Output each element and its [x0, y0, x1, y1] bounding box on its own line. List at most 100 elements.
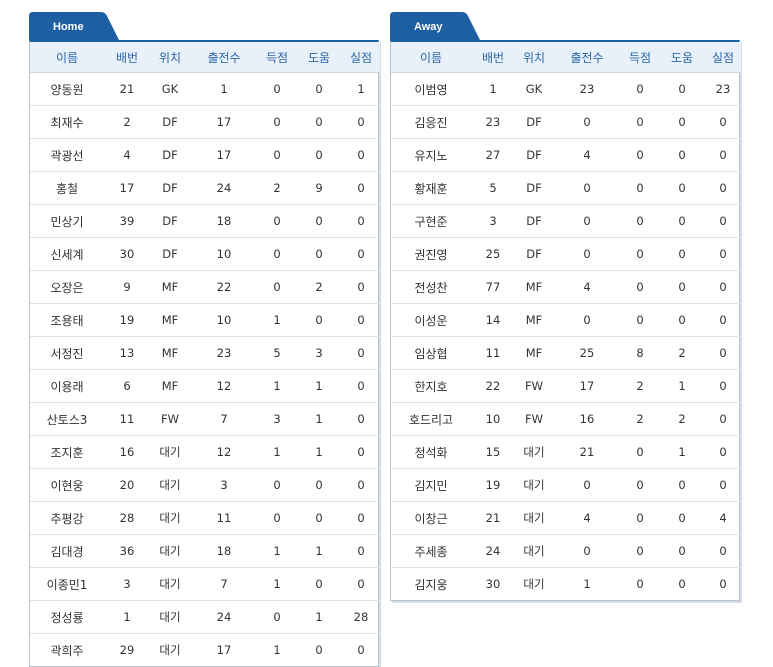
player-name-cell: 임상협 [391, 336, 471, 370]
player-appearances-cell: 16 [553, 402, 621, 436]
player-conceded-cell: 0 [342, 567, 380, 601]
player-conceded-cell: 0 [705, 567, 741, 600]
player-goals-cell: 0 [621, 435, 659, 469]
player-name-cell: 최재수 [30, 105, 104, 139]
table-row: 곽광선 4 DF 17 0 0 0 [30, 138, 380, 172]
player-name-cell: 홍철 [30, 171, 104, 205]
player-goals-cell: 0 [258, 270, 296, 304]
table-row: 이용래 6 MF 12 1 1 0 [30, 369, 380, 403]
column-header-appearances: 출전수 [553, 42, 621, 73]
player-conceded-cell: 0 [342, 270, 380, 304]
player-assists-cell: 0 [659, 501, 705, 535]
table-row: 이범영 1 GK 23 0 0 23 [391, 73, 741, 106]
player-appearances-cell: 24 [190, 600, 258, 634]
player-assists-cell: 0 [296, 237, 342, 271]
player-appearances-cell: 0 [553, 171, 621, 205]
player-position-cell: 대기 [150, 600, 190, 634]
player-position-cell: MF [150, 303, 190, 337]
player-name-cell: 김응진 [391, 105, 471, 139]
player-name-cell: 조용태 [30, 303, 104, 337]
player-assists-cell: 1 [659, 369, 705, 403]
player-number-cell: 25 [471, 237, 515, 271]
table-header-row: 이름 배번 위치 출전수 득점 도움 실점 [391, 42, 741, 73]
player-name-cell: 구현준 [391, 204, 471, 238]
player-conceded-cell: 0 [705, 534, 741, 568]
player-goals-cell: 1 [258, 534, 296, 568]
player-number-cell: 10 [471, 402, 515, 436]
column-header-conceded: 실점 [342, 42, 380, 73]
player-assists-cell: 0 [659, 534, 705, 568]
player-number-cell: 36 [104, 534, 150, 568]
column-header-position: 위치 [515, 42, 553, 73]
player-goals-cell: 0 [621, 105, 659, 139]
player-number-cell: 39 [104, 204, 150, 238]
player-appearances-cell: 4 [553, 138, 621, 172]
player-conceded-cell: 0 [342, 336, 380, 370]
player-position-cell: DF [515, 204, 553, 238]
player-assists-cell: 0 [659, 237, 705, 271]
player-appearances-cell: 0 [553, 105, 621, 139]
player-number-cell: 9 [104, 270, 150, 304]
player-position-cell: 대기 [515, 501, 553, 535]
player-number-cell: 19 [471, 468, 515, 502]
player-appearances-cell: 25 [553, 336, 621, 370]
player-number-cell: 28 [104, 501, 150, 535]
column-header-assists: 도움 [659, 42, 705, 73]
player-goals-cell: 0 [273, 82, 281, 96]
player-name-cell: 유지노 [391, 138, 471, 172]
home-tab[interactable]: Home [29, 12, 119, 40]
player-number-cell: 13 [104, 336, 150, 370]
home-tab-label: Home [53, 21, 84, 33]
table-row: 김응진 23 DF 0 0 0 0 [391, 105, 741, 139]
away-tab[interactable]: Away [390, 12, 480, 40]
table-row: 곽희주 29 대기 17 1 0 0 [30, 633, 380, 666]
player-goals-cell: 0 [621, 204, 659, 238]
player-assists-cell: 1 [659, 435, 705, 469]
player-position-cell: MF [150, 369, 190, 403]
player-name-cell: 이성운 [391, 303, 471, 337]
player-goals-cell: 3 [258, 402, 296, 436]
home-table-container: 이름 배번 위치 출전수 득점 도움 실점 양동원 21 GK 1 0 0 1 최재수 2 DF 17 0 0 0 곽광… [29, 40, 380, 667]
player-assists-cell: 0 [659, 468, 705, 502]
player-appearances-cell: 7 [190, 402, 258, 436]
player-assists-cell: 0 [296, 138, 342, 172]
home-lineup-table: 이름 배번 위치 출전수 득점 도움 실점 양동원 21 GK 1 0 0 1 최재수 2 DF 17 0 0 0 곽광… [30, 42, 380, 666]
player-goals-cell: 2 [621, 369, 659, 403]
player-name-cell: 정성룡 [30, 600, 104, 634]
player-name-cell: 주세종 [391, 534, 471, 568]
player-position-cell: 대기 [150, 633, 190, 666]
player-name-cell: 조지훈 [30, 435, 104, 469]
player-conceded-cell: 0 [705, 105, 741, 139]
player-number-cell: 2 [104, 105, 150, 139]
table-row: 조지훈 16 대기 12 1 1 0 [30, 435, 380, 469]
tab-shape [390, 12, 480, 40]
player-appearances-cell: 23 [579, 82, 595, 96]
player-goals-cell: 2 [621, 402, 659, 436]
player-goals-cell: 0 [636, 82, 644, 96]
player-name-cell: 이용래 [30, 369, 104, 403]
player-position-cell: FW [515, 402, 553, 436]
player-goals-cell: 0 [621, 138, 659, 172]
player-conceded-cell: 0 [342, 171, 380, 205]
player-goals-cell: 0 [621, 237, 659, 271]
table-row: 오장은 9 MF 22 0 2 0 [30, 270, 380, 304]
player-position-cell: 대기 [150, 567, 190, 601]
player-appearances-cell: 21 [553, 435, 621, 469]
player-number-cell: 30 [104, 237, 150, 271]
player-position-cell: 대기 [515, 435, 553, 469]
player-number-cell: 30 [471, 567, 515, 600]
player-number-cell: 6 [104, 369, 150, 403]
player-appearances-cell: 10 [190, 237, 258, 271]
player-name-cell: 곽광선 [30, 138, 104, 172]
column-header-name: 이름 [30, 42, 104, 73]
column-header-number: 배번 [104, 42, 150, 73]
column-header-conceded: 실점 [705, 42, 741, 73]
player-appearances-cell: 23 [190, 336, 258, 370]
player-assists-cell: 1 [296, 435, 342, 469]
home-panel: Home 이름 배번 위치 출전수 득점 도움 실점 양동원 21 GK 1 0 0 1 최재수 2 DF 17… [29, 12, 380, 667]
player-appearances-cell: 18 [190, 204, 258, 238]
column-header-name: 이름 [391, 42, 471, 73]
table-row: 신세계 30 DF 10 0 0 0 [30, 237, 380, 271]
away-tab-label: Away [414, 21, 443, 33]
player-appearances-cell: 3 [190, 468, 258, 502]
